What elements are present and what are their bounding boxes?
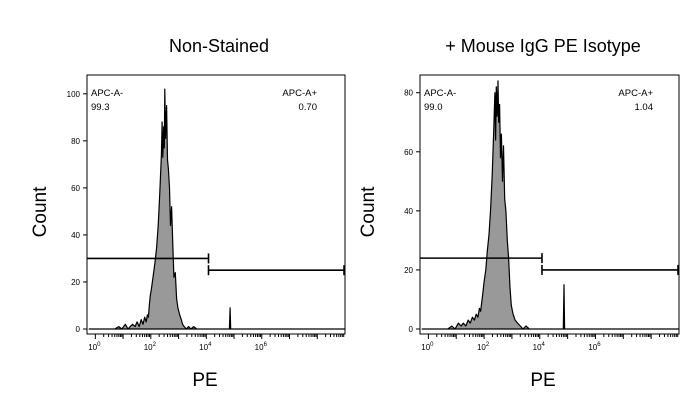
x-tick-label: 106 <box>255 342 268 352</box>
y-tick-label: 60 <box>71 184 80 193</box>
y-tick-label: 0 <box>76 325 81 334</box>
chart-title: + Mouse IgG PE Isotype <box>445 36 641 56</box>
plot-frame <box>419 74 680 335</box>
gate-apc-negative <box>420 253 543 264</box>
gate-percent-apc-positive: 1.04 <box>635 102 654 113</box>
y-tick-label: 20 <box>404 266 413 275</box>
y-tick-label: 100 <box>67 90 81 99</box>
plot-frame <box>86 74 346 335</box>
plot-area: 0 20 40 60 80 100 100 102 104 106 <box>67 74 346 352</box>
x-tick-label: 102 <box>477 342 490 352</box>
y-tick-label: 60 <box>404 148 413 157</box>
gate-apc-negative <box>87 253 210 264</box>
gate-label-apc-positive: APC-A+ <box>618 88 653 99</box>
y-axis-label: Count <box>358 186 379 237</box>
y-tick-label: 40 <box>71 231 80 240</box>
gate-percent-apc-negative: 99.0 <box>424 102 443 113</box>
histogram-panel-non-stained: Non-Stained PE Count 0 20 40 60 80 100 100 102 1… <box>30 36 346 391</box>
x-tick-label: 106 <box>588 342 601 352</box>
gate-percent-apc-negative: 99.3 <box>91 102 110 113</box>
x-tick-label: 104 <box>533 342 546 352</box>
x-tick-label: 100 <box>88 342 101 352</box>
gate-label-apc-positive: APC-A+ <box>282 88 317 99</box>
x-tick-label: 100 <box>421 342 434 352</box>
y-tick-label: 80 <box>71 137 80 146</box>
plot-area: 0 20 40 60 80 100 102 104 106 <box>404 74 680 352</box>
histogram-series <box>88 88 346 330</box>
x-tick-label: 104 <box>199 342 212 352</box>
histogram-panel-isotype: + Mouse IgG PE Isotype PE Count 0 20 40 60 8… <box>358 36 680 391</box>
gate-percent-apc-positive: 0.70 <box>299 102 318 113</box>
y-tick-label: 40 <box>404 207 413 216</box>
histogram-series <box>421 80 680 330</box>
y-tick-label: 80 <box>404 89 413 98</box>
gate-label-apc-negative: APC-A- <box>424 88 456 99</box>
x-tick-label: 102 <box>144 342 157 352</box>
gate-apc-positive <box>207 265 345 276</box>
x-axis-label: PE <box>192 370 217 391</box>
y-axis-label: Count <box>30 186 51 237</box>
y-tick-label: 0 <box>409 325 414 334</box>
gate-label-apc-negative: APC-A- <box>91 88 123 99</box>
x-axis-label: PE <box>530 370 555 391</box>
y-tick-label: 20 <box>71 278 80 287</box>
chart-title: Non-Stained <box>169 36 269 56</box>
gate-apc-positive <box>541 264 679 275</box>
